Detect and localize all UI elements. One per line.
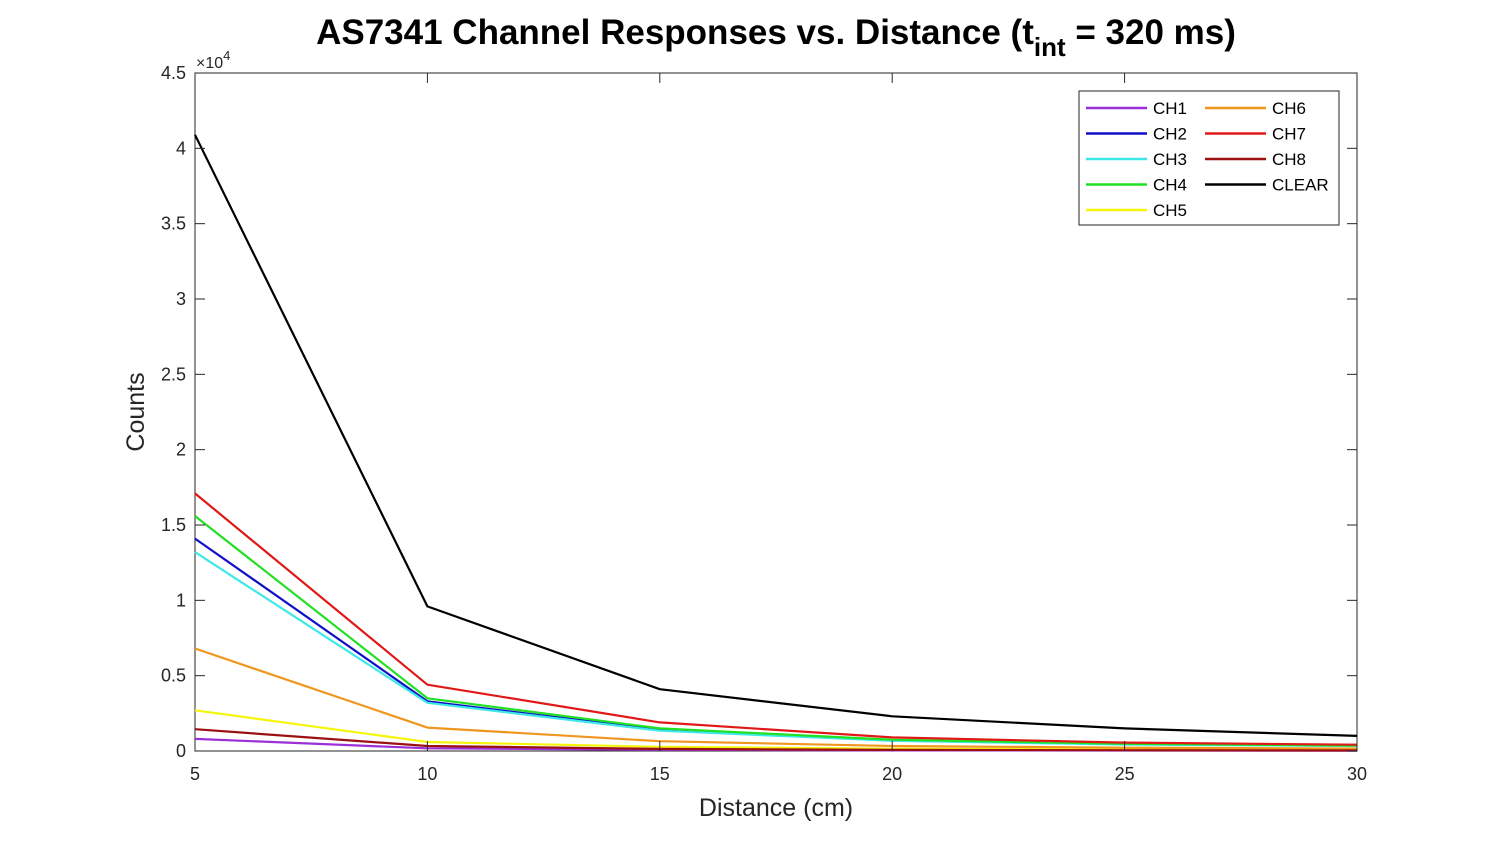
legend-label: CH6 [1272,99,1306,118]
legend-label: CH8 [1272,150,1306,169]
chart-title-main: AS7341 Channel Responses vs. Distance (t [316,13,1034,52]
x-tick-label: 20 [882,764,902,784]
y-exponent-power: 4 [223,48,230,63]
y-axis: 0 0.5 1 1.5 2 2.5 3 3.5 4 4.5 [161,63,1357,761]
legend-label: CH3 [1153,150,1187,169]
x-tick-label: 25 [1115,764,1135,784]
series-line-ch6 [194,647,1358,750]
y-tick-label: 4.5 [161,63,186,83]
y-tick-label: 4 [176,138,186,158]
x-axis-label: Distance (cm) [699,794,853,822]
y-tick-label: 3 [176,289,186,309]
legend-label: CLEAR [1272,176,1329,195]
x-tick-label: 10 [417,764,437,784]
series-line-ch4 [194,515,1358,747]
x-tick-label: 30 [1347,764,1367,784]
chart-title-tail: = 320 ms) [1066,13,1236,52]
y-axis-exponent: ×104 [196,48,230,72]
y-exponent-base: ×10 [196,55,223,72]
y-tick-label: 1 [176,590,186,610]
legend-label: CH2 [1153,125,1187,144]
x-axis: 5 10 15 20 25 30 [190,73,1367,784]
y-tick-label: 3.5 [161,214,186,234]
y-tick-label: 2 [176,440,186,460]
y-tick-label: 2.5 [161,364,186,384]
chart-title: AS7341 Channel Responses vs. Distance (t… [316,13,1236,62]
series-line-ch7 [194,492,1358,746]
series-line-clear [194,134,1358,737]
legend-label: CH4 [1153,176,1187,195]
y-tick-label: 0 [176,741,186,761]
x-tick-label: 5 [190,764,200,784]
y-axis-label: Counts [122,372,150,451]
y-tick-label: 0.5 [161,666,186,686]
series-lines [194,134,1358,752]
legend-label: CH7 [1272,125,1306,144]
y-tick-label: 1.5 [161,515,186,535]
legend-label: CH5 [1153,201,1187,220]
x-tick-label: 15 [650,764,670,784]
legend-label: CH1 [1153,99,1187,118]
legend: CH1 CH2 CH3 CH4 CH5 CH6 CH7 CH8 CLEAR [1078,90,1340,226]
chart-title-subscript: int [1034,32,1066,62]
series-line-ch8 [194,728,1358,752]
